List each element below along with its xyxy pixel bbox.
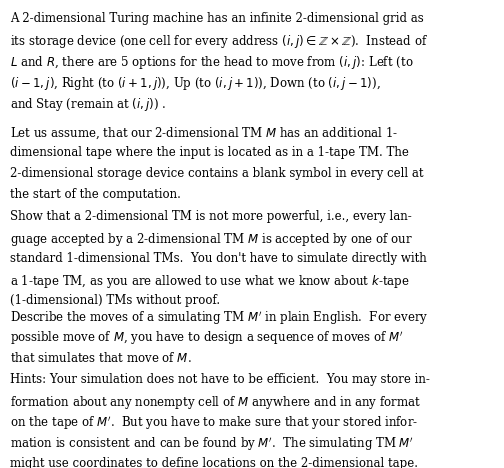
Text: on the tape of $M'$.  But you have to make sure that your stored infor-: on the tape of $M'$. But you have to mak… — [10, 415, 418, 432]
Text: the start of the computation.: the start of the computation. — [10, 188, 180, 201]
Text: dimensional tape where the input is located as in a 1-tape TM. The: dimensional tape where the input is loca… — [10, 146, 409, 159]
Text: that simulates that move of $M$.: that simulates that move of $M$. — [10, 351, 192, 365]
Text: formation about any nonempty cell of $M$ anywhere and in any format: formation about any nonempty cell of $M$… — [10, 394, 421, 411]
Text: a 1-tape TM, as you are allowed to use what we know about $k$-tape: a 1-tape TM, as you are allowed to use w… — [10, 273, 409, 290]
Text: Hints: Your simulation does not have to be efficient.  You may store in-: Hints: Your simulation does not have to … — [10, 373, 429, 386]
Text: its storage device (one cell for every address $(i, j) \in \mathbb{Z} \times \ma: its storage device (one cell for every a… — [10, 33, 428, 50]
Text: 2-dimensional storage device contains a blank symbol in every cell at: 2-dimensional storage device contains a … — [10, 167, 423, 180]
Text: guage accepted by a 2-dimensional TM $M$ is accepted by one of our: guage accepted by a 2-dimensional TM $M$… — [10, 231, 413, 248]
Text: standard 1-dimensional TMs.  You don't have to simulate directly with: standard 1-dimensional TMs. You don't ha… — [10, 252, 426, 265]
Text: $(i-1, j)$, Right (to $(i+1, j)$), Up (to $(i, j+1)$), Down (to $(i, j-1)$),: $(i-1, j)$, Right (to $(i+1, j)$), Up (t… — [10, 75, 381, 92]
Text: $L$ and $R$, there are 5 options for the head to move from $(i, j)$: Left (to: $L$ and $R$, there are 5 options for the… — [10, 54, 413, 71]
Text: (1-dimensional) TMs without proof.: (1-dimensional) TMs without proof. — [10, 294, 220, 307]
Text: possible move of $M$, you have to design a sequence of moves of $M'$: possible move of $M$, you have to design… — [10, 330, 404, 347]
Text: and Stay (remain at $(i, j)$) .: and Stay (remain at $(i, j)$) . — [10, 96, 166, 113]
Text: A 2-dimensional Turing machine has an infinite 2-dimensional grid as: A 2-dimensional Turing machine has an in… — [10, 12, 423, 25]
Text: Describe the moves of a simulating TM $M'$ in plain English.  For every: Describe the moves of a simulating TM $M… — [10, 309, 428, 327]
Text: Let us assume, that our 2-dimensional TM $M$ has an additional 1-: Let us assume, that our 2-dimensional TM… — [10, 125, 398, 140]
Text: mation is consistent and can be found by $M'$.  The simulating TM $M'$: mation is consistent and can be found by… — [10, 436, 414, 453]
Text: might use coordinates to define locations on the 2-dimensional tape.: might use coordinates to define location… — [10, 456, 418, 468]
Text: Show that a 2-dimensional TM is not more powerful, i.e., every lan-: Show that a 2-dimensional TM is not more… — [10, 210, 411, 223]
